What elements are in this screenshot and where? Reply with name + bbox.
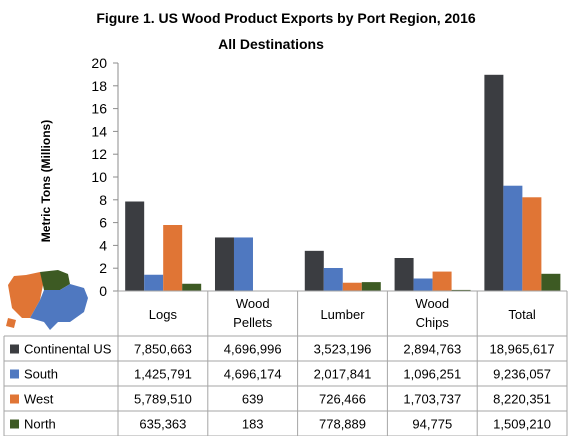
bar xyxy=(343,283,362,291)
data-label: 726,466 xyxy=(319,392,366,407)
data-label: 183 xyxy=(242,417,264,432)
data-label: 1,096,251 xyxy=(403,367,461,382)
data-label: 639 xyxy=(242,392,264,407)
bar xyxy=(484,75,503,291)
category-label: Pellets xyxy=(233,315,273,330)
data-label: 2,017,841 xyxy=(314,367,372,382)
bar xyxy=(433,272,452,291)
y-tick-label: 2 xyxy=(99,260,107,276)
data-label: 2,894,763 xyxy=(403,342,461,357)
bar xyxy=(163,225,182,291)
bar xyxy=(144,275,163,291)
y-tick-label: 4 xyxy=(99,237,107,253)
y-axis-label: Metric Tons (Millions) xyxy=(39,120,53,242)
y-tick-label: 10 xyxy=(91,169,107,185)
data-label: 18,965,617 xyxy=(490,342,555,357)
y-tick-label: 18 xyxy=(91,78,107,94)
bar xyxy=(125,202,144,291)
data-label: 8,220,351 xyxy=(493,392,551,407)
bar xyxy=(541,274,560,291)
legend-swatch xyxy=(10,420,19,429)
bar xyxy=(362,282,381,291)
data-label: 635,363 xyxy=(139,417,186,432)
legend-label: West xyxy=(24,392,54,407)
y-tick-label: 6 xyxy=(99,215,107,231)
legend-swatch xyxy=(10,345,19,354)
legend-label: Continental US xyxy=(24,342,112,357)
bar xyxy=(503,186,522,291)
y-tick-label: 0 xyxy=(99,283,107,299)
data-label: 1,425,791 xyxy=(134,367,192,382)
data-label: 4,696,174 xyxy=(224,367,282,382)
y-tick-label: 16 xyxy=(91,101,107,117)
category-label: Wood xyxy=(236,296,270,311)
category-label: Lumber xyxy=(320,307,365,322)
chart-title: Figure 1. US Wood Product Exports by Por… xyxy=(96,10,476,26)
y-tick-label: 20 xyxy=(91,55,107,71)
bar xyxy=(522,197,541,291)
category-label: Chips xyxy=(416,315,450,330)
y-tick-label: 12 xyxy=(91,146,107,162)
data-label: 778,889 xyxy=(319,417,366,432)
bar xyxy=(324,268,343,291)
y-tick-label: 8 xyxy=(99,192,107,208)
data-label: 7,850,663 xyxy=(134,342,192,357)
bar xyxy=(305,251,324,291)
data-label: 4,696,996 xyxy=(224,342,282,357)
bar xyxy=(395,258,414,291)
legend-label: North xyxy=(24,417,56,432)
data-label: 9,236,057 xyxy=(493,367,551,382)
us-regions-map-icon xyxy=(6,270,88,330)
bar xyxy=(182,284,201,291)
data-label: 94,775 xyxy=(412,417,452,432)
bar xyxy=(414,279,433,291)
data-label: 1,509,210 xyxy=(493,417,551,432)
y-tick-label: 14 xyxy=(91,123,107,139)
data-label: 1,703,737 xyxy=(403,392,461,407)
data-label: 3,523,196 xyxy=(314,342,372,357)
legend-label: South xyxy=(24,367,58,382)
legend-swatch xyxy=(10,370,19,379)
bar xyxy=(215,237,234,291)
chart-subtitle: All Destinations xyxy=(218,36,324,52)
data-label: 5,789,510 xyxy=(134,392,192,407)
legend-swatch xyxy=(10,395,19,404)
category-label: Logs xyxy=(149,307,178,322)
category-label: Total xyxy=(508,307,536,322)
bar xyxy=(234,237,253,291)
category-label: Wood xyxy=(415,296,449,311)
